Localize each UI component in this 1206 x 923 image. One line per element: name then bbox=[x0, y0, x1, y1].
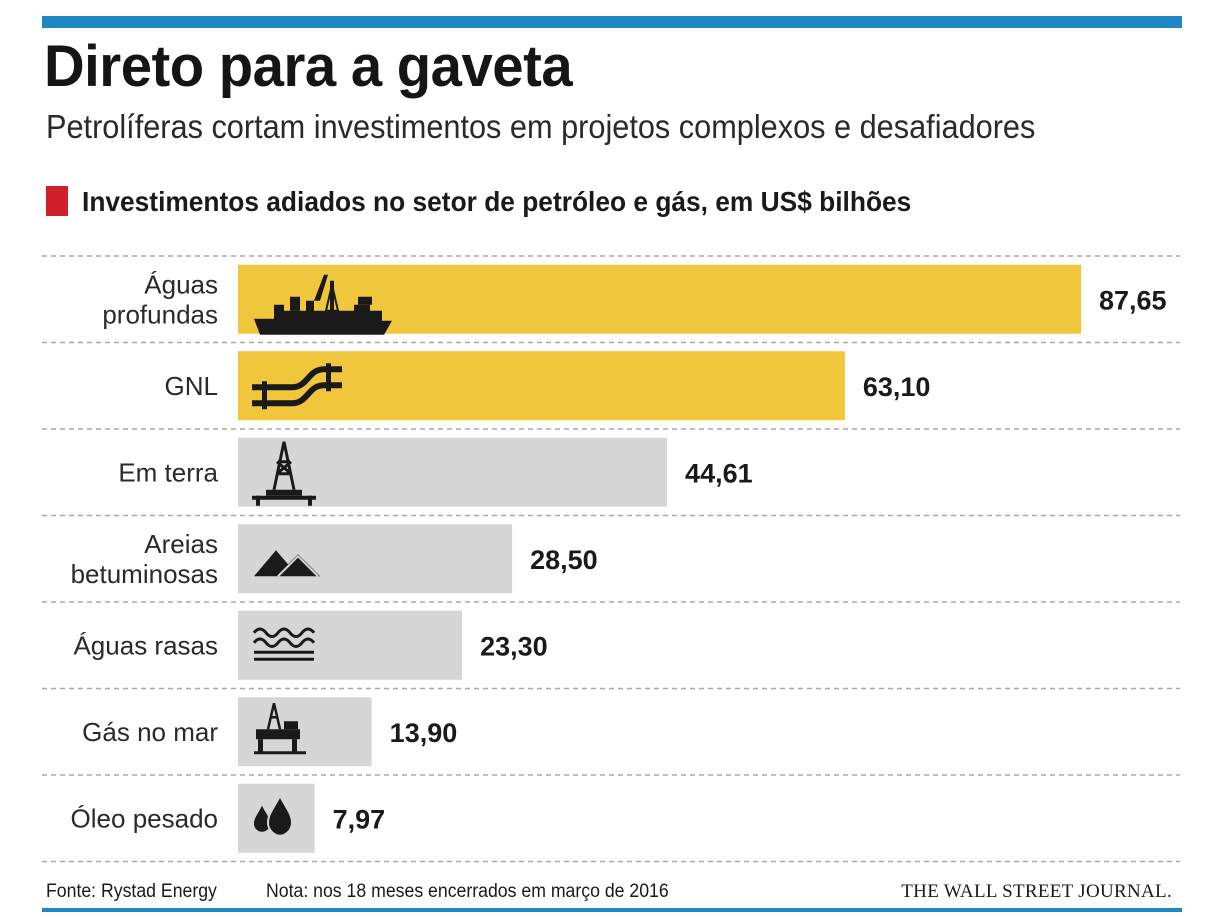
footer-source: Fonte: Rystad Energy bbox=[46, 881, 217, 902]
waves-icon bbox=[252, 627, 316, 661]
category-label: Óleo pesado bbox=[71, 803, 218, 833]
drillship-icon bbox=[254, 274, 392, 335]
value-label: 44,61 bbox=[685, 458, 753, 488]
section-marker bbox=[46, 186, 68, 216]
value-label: 28,50 bbox=[530, 545, 598, 575]
derrick-icon bbox=[252, 441, 316, 506]
category-label: Gás no mar bbox=[82, 717, 218, 747]
bar bbox=[238, 524, 513, 594]
oil-sands-icon bbox=[254, 550, 320, 577]
page-subtitle: Petrolíferas cortam investimentos em pro… bbox=[46, 108, 1036, 145]
category-label: Águas rasas bbox=[73, 630, 218, 660]
footer-note: Nota: nos 18 meses encerrados em março d… bbox=[266, 881, 669, 902]
category-label: Águas profundas bbox=[102, 269, 218, 329]
value-label: 13,90 bbox=[390, 718, 458, 748]
bar bbox=[238, 437, 668, 507]
category-label: Em terra bbox=[118, 457, 218, 487]
top-accent-rule bbox=[42, 16, 1182, 28]
value-label: 7,97 bbox=[333, 804, 386, 834]
value-label: 87,65 bbox=[1099, 285, 1167, 315]
bottom-accent-rule bbox=[42, 908, 1182, 912]
category-label: GNL bbox=[165, 371, 218, 401]
chart-title: Investimentos adiados no setor de petról… bbox=[82, 186, 912, 217]
value-label: 23,30 bbox=[480, 631, 548, 661]
category-label: Areias betuminosas bbox=[71, 529, 218, 589]
page-title: Direto para a gaveta bbox=[44, 34, 573, 99]
offshore-rig-icon bbox=[254, 702, 306, 755]
footer-brand: THE WALL STREET JOURNAL. bbox=[901, 881, 1172, 902]
pipeline-icon bbox=[252, 363, 342, 410]
oil-drops-icon bbox=[254, 793, 294, 837]
value-label: 63,10 bbox=[863, 372, 931, 402]
